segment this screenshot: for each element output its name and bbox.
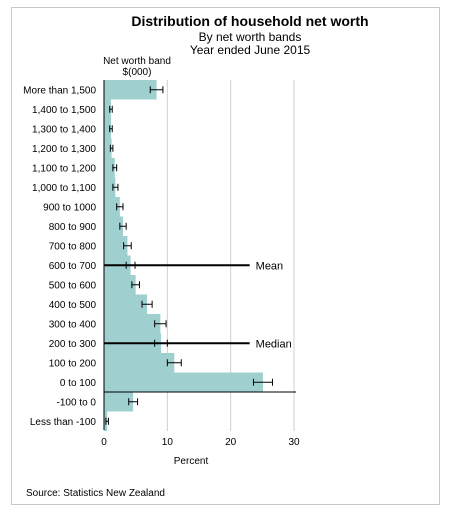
x-tick-0: 0 <box>101 437 107 448</box>
category-label-16: -100 to 0 <box>57 397 97 408</box>
bar-11 <box>104 294 148 314</box>
category-label-0: More than 1,500 <box>23 85 96 96</box>
chart-subtitle-line-1: By net worth bands <box>199 30 302 44</box>
bar-6 <box>104 197 120 217</box>
category-label-14: 100 to 200 <box>49 358 97 369</box>
category-label-2: 1,300 to 1,400 <box>32 124 96 135</box>
category-label-11: 400 to 500 <box>49 300 97 311</box>
category-label-3: 1,200 to 1,300 <box>32 144 96 155</box>
bar-12 <box>104 314 161 334</box>
bar-14 <box>104 353 175 373</box>
category-label-5: 1,000 to 1,100 <box>32 183 96 194</box>
reference-lines: Mean Median <box>104 260 292 350</box>
category-labels: More than 1,500 1,400 to 1,500 1,300 to 1,… <box>23 85 96 428</box>
bar-16 <box>104 392 134 412</box>
category-label-6: 900 to 1000 <box>43 202 96 213</box>
category-label-9: 600 to 700 <box>49 261 97 272</box>
chart-subtitle-line-2: Year ended June 2015 <box>190 43 311 57</box>
source-note: Source: Statistics New Zealand <box>26 488 165 499</box>
category-label-17: Less than -100 <box>30 417 97 428</box>
bar-10 <box>104 275 136 295</box>
category-label-15: 0 to 100 <box>60 378 97 389</box>
chart-title: Distribution of household net worth <box>131 13 368 29</box>
category-label-12: 300 to 400 <box>49 319 97 330</box>
category-label-10: 500 to 600 <box>49 280 97 291</box>
y-axis-title-line-1: Net worth band <box>103 56 171 67</box>
category-label-1: 1,400 to 1,500 <box>32 105 96 116</box>
category-label-7: 800 to 900 <box>49 222 97 233</box>
reference-label-mean: Mean <box>256 260 284 272</box>
x-axis-title: Percent <box>174 456 209 467</box>
bars <box>104 80 263 431</box>
x-tick-1: 10 <box>162 437 174 448</box>
bar-1 <box>104 99 111 119</box>
x-tick-labels: 0 10 20 30 <box>101 437 300 448</box>
category-label-4: 1,100 to 1,200 <box>32 163 96 174</box>
bar-8 <box>104 236 128 256</box>
bar-3 <box>104 138 112 158</box>
x-tick-3: 30 <box>288 437 300 448</box>
bar-15 <box>104 372 263 392</box>
bar-7 <box>104 216 123 236</box>
bar-4 <box>104 158 115 178</box>
category-label-8: 700 to 800 <box>49 241 97 252</box>
category-label-13: 200 to 300 <box>49 339 97 350</box>
chart-frame <box>11 7 440 505</box>
bar-5 <box>104 177 116 197</box>
x-tick-2: 20 <box>225 437 237 448</box>
bar-0 <box>104 80 157 100</box>
reference-label-median: Median <box>256 338 292 350</box>
bar-2 <box>104 119 111 139</box>
y-axis-title-line-2: $(000) <box>123 67 152 78</box>
